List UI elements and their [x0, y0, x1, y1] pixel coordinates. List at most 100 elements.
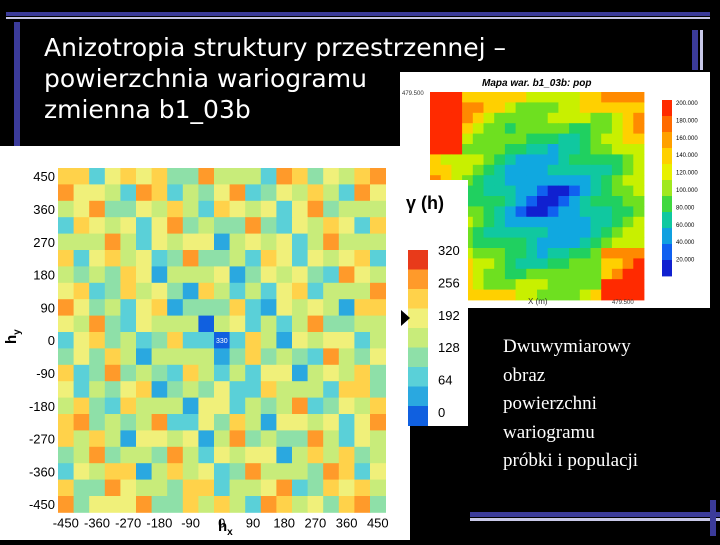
map-cell — [451, 92, 463, 103]
surface-cell — [120, 217, 137, 234]
map-cell — [472, 279, 484, 290]
surface-cell — [214, 348, 230, 366]
surface-cell — [370, 381, 386, 398]
map-cell — [579, 102, 591, 114]
surface-cell — [307, 282, 324, 300]
surface-cell — [198, 414, 215, 431]
map-cell — [611, 216, 623, 228]
map-cell — [440, 92, 452, 103]
map-cell — [494, 175, 506, 186]
map-cell — [537, 248, 549, 259]
surface-cell — [276, 282, 293, 300]
surface-cell — [104, 397, 121, 415]
map-cell — [558, 248, 570, 259]
surface-cell — [73, 200, 90, 218]
map-cell — [526, 102, 538, 114]
map-cell — [611, 164, 623, 176]
surface-cell — [354, 381, 371, 398]
map-cell — [472, 133, 484, 145]
x-tick-label: -450 — [53, 515, 79, 530]
x-tick-label: 90 — [246, 515, 260, 530]
map-cell — [430, 112, 442, 124]
surface-cell — [104, 430, 121, 448]
surface-cell — [136, 496, 152, 513]
map-cell — [472, 196, 484, 207]
map-cell — [558, 123, 570, 134]
y-tick-label: 360 — [33, 202, 55, 217]
map-cell — [451, 102, 463, 114]
x-tick-label: 180 — [273, 515, 295, 530]
surface-cell — [167, 184, 184, 202]
map-cell — [451, 154, 463, 166]
surface-cell — [307, 381, 324, 398]
surface-cell — [73, 168, 90, 185]
surface-cell — [276, 381, 293, 398]
surface-cell — [276, 200, 293, 218]
surface-cell — [245, 348, 262, 366]
surface-cell — [182, 430, 199, 448]
map-cell — [526, 112, 538, 124]
surface-cell — [120, 184, 137, 202]
surface-cell — [323, 299, 340, 316]
map-cell — [504, 248, 516, 259]
surface-cell — [58, 250, 74, 267]
surface-cell — [198, 299, 215, 316]
map-cell — [633, 248, 645, 259]
surface-cell — [276, 217, 293, 234]
bottom-accent-bar — [470, 512, 720, 517]
surface-cell — [136, 315, 152, 333]
map-cell — [483, 102, 495, 114]
surface-cell — [151, 282, 168, 300]
surface-cell — [354, 282, 371, 300]
map-cell — [633, 258, 645, 270]
map-cell — [494, 185, 506, 197]
map-cell — [590, 185, 602, 197]
map-cell — [558, 258, 570, 270]
map-cell — [590, 216, 602, 228]
map-cell — [601, 227, 613, 238]
surface-cell — [89, 299, 106, 316]
surface-cell — [214, 250, 230, 267]
y-axis-label: hy — [3, 329, 23, 344]
surface-cell — [182, 200, 199, 218]
surface-cell — [89, 446, 106, 464]
surface-cell — [214, 184, 230, 202]
surface-cell — [276, 446, 293, 464]
surface-cell — [151, 299, 168, 316]
surface-cell — [307, 414, 324, 431]
surface-cell — [323, 168, 340, 185]
surface-cell — [136, 266, 152, 284]
map-cell — [611, 92, 623, 103]
surface-cell — [182, 266, 199, 284]
map-cell — [558, 92, 570, 103]
surface-cell — [370, 430, 386, 448]
surface-cell — [198, 463, 215, 480]
map-cell — [547, 123, 559, 134]
surface-cell — [120, 315, 137, 333]
map-cell — [494, 268, 506, 280]
map-cell — [494, 196, 506, 207]
map-cell — [569, 216, 581, 228]
map-cell — [504, 144, 516, 155]
surface-cell — [292, 348, 308, 366]
map-cell — [430, 164, 442, 176]
map-cell — [537, 164, 549, 176]
map-cell — [537, 133, 549, 145]
map-cell — [494, 216, 506, 228]
surface-cell — [120, 282, 137, 300]
map-cell — [579, 248, 591, 259]
surface-cell — [198, 282, 215, 300]
map-cell — [579, 268, 591, 280]
surface-cell — [338, 381, 355, 398]
surface-cell — [167, 168, 184, 185]
surface-cell — [151, 446, 168, 464]
map-cell — [504, 268, 516, 280]
surface-cell — [120, 200, 137, 218]
map-cell — [601, 92, 613, 103]
surface-cell — [104, 446, 121, 464]
y-tick-label: -450 — [29, 497, 55, 512]
surface-cell — [73, 446, 90, 464]
surface-cell — [167, 496, 184, 513]
surface-cell — [120, 168, 137, 185]
surface-cell — [136, 233, 152, 251]
